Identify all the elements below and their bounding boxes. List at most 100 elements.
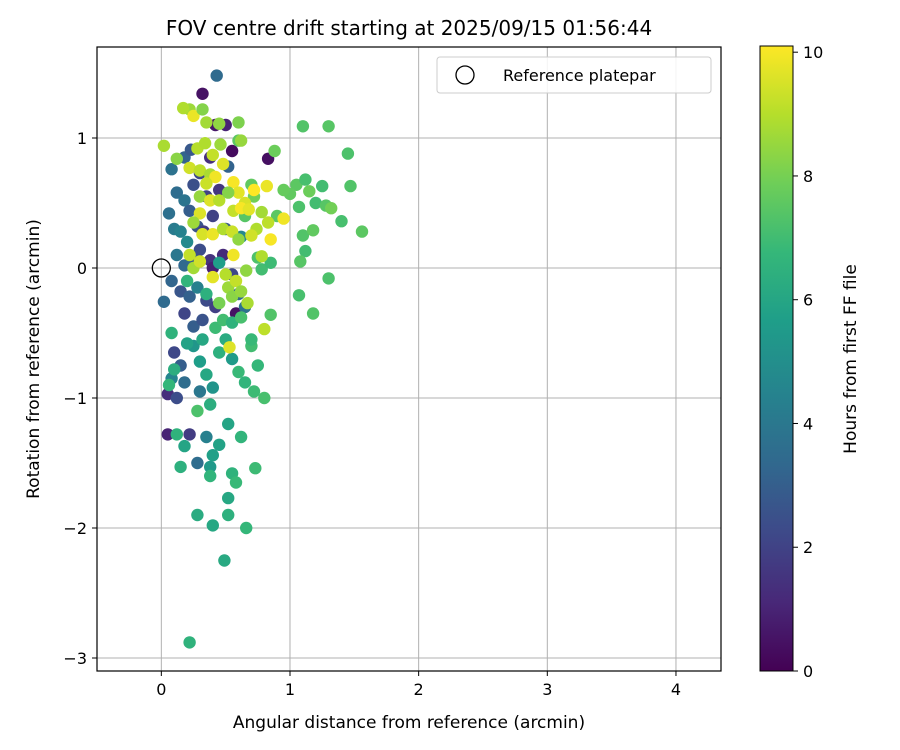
data-point [191,281,204,294]
data-point [178,439,191,453]
data-point [245,333,258,346]
data-point [227,176,240,189]
legend-label: Reference platepar [503,66,656,85]
data-point [200,116,213,129]
data-point [170,248,183,262]
colorbar-tick-label: 10 [803,43,823,62]
colorbar-tick-label: 0 [803,662,813,681]
data-point [241,296,254,310]
data-point [157,139,171,152]
data-point [264,233,277,246]
data-point [162,378,176,392]
data-point [170,152,183,165]
data-point [213,296,226,310]
reference-marker-group [151,258,171,278]
data-point [206,148,219,162]
data-point [306,307,320,320]
data-point [299,244,312,258]
data-point [225,352,239,366]
y-tick-label: 0 [77,259,87,278]
data-point [165,326,178,340]
data-point [200,177,213,190]
data-point [227,248,240,262]
data-point [341,147,355,160]
data-point [213,346,226,359]
data-point [193,243,207,256]
data-point [206,209,219,223]
data-point [234,311,248,324]
data-point [193,164,207,177]
data-point [183,428,196,441]
data-points [157,69,369,649]
data-point [177,101,190,115]
data-point [214,138,227,151]
data-point [183,248,196,262]
data-point [170,428,183,441]
x-tick-label: 1 [285,680,295,699]
data-point [206,228,219,241]
data-point [204,460,217,474]
data-point [268,144,281,158]
y-axis-ticks: −3 −2 −1 0 1 [63,129,97,668]
data-point [251,359,264,372]
data-point [180,337,194,350]
data-point [225,316,239,329]
data-point [178,307,191,320]
data-point [234,134,248,147]
colorbar-tick-label: 2 [803,538,813,557]
data-point [249,462,262,475]
data-point [174,225,187,238]
data-point [234,430,248,444]
data-point [187,109,200,123]
data-point [232,186,245,199]
colorbar-ticks: 0 2 4 6 8 10 [793,43,823,681]
x-tick-label: 0 [156,680,166,699]
data-point [229,476,243,489]
data-point [213,117,226,130]
data-point [306,224,320,237]
data-point [198,137,212,150]
data-point [292,200,306,214]
data-point [180,235,194,249]
data-point [165,274,178,288]
colorbar [759,45,794,672]
data-point [325,202,338,215]
data-point [209,170,222,184]
data-point [157,295,171,308]
data-point [264,308,277,321]
data-point [260,179,273,193]
data-point [219,268,232,281]
colorbar-tick-label: 4 [803,414,813,433]
colorbar-tick-label: 6 [803,291,813,310]
data-point [168,346,181,359]
data-point [187,320,200,333]
data-point [232,116,245,129]
data-point [344,179,357,193]
data-point [225,144,239,158]
data-point [187,178,200,191]
plot-frame [96,46,722,672]
data-point [193,385,207,398]
data-point [240,264,253,277]
data-point [232,365,245,379]
data-point [170,391,183,405]
data-point [196,228,209,241]
chart-title: FOV centre drift starting at 2025/09/15 … [166,16,652,40]
data-point [222,417,235,431]
data-point [247,183,261,197]
data-point [258,322,271,336]
data-point [162,207,176,220]
y-tick-label: −3 [63,649,87,668]
data-point [161,428,174,441]
data-point [234,285,248,298]
data-point [258,391,271,405]
x-tick-label: 2 [414,680,424,699]
data-point [309,196,322,210]
data-point [168,363,181,376]
data-point [264,256,277,269]
data-point [183,636,196,649]
data-point [222,491,235,505]
data-point [218,554,231,567]
data-point [191,404,204,418]
